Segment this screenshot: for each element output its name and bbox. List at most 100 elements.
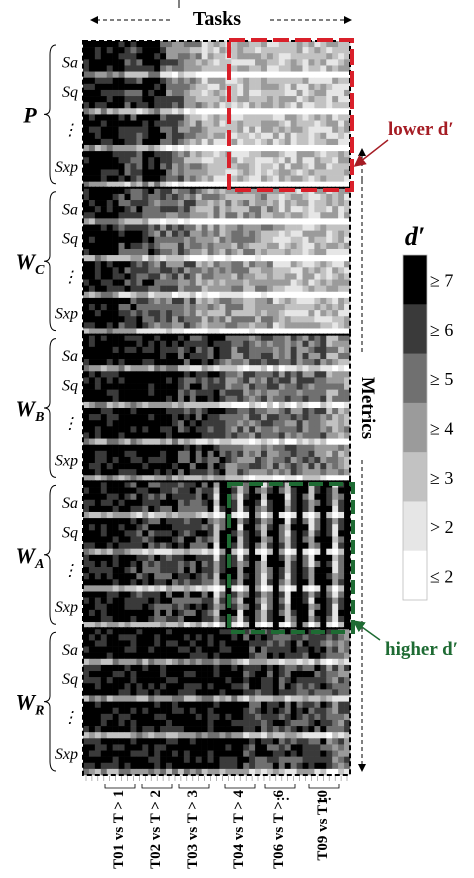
heatmap-cell [237,230,244,238]
heatmap-cell [243,683,250,690]
heatmap-cell [243,65,250,72]
heatmap-cell [266,89,274,97]
heatmap-cell [326,420,333,427]
heatmap-cell [148,175,155,182]
heatmap-cell [172,200,179,207]
heatmap-cell [266,707,274,715]
heatmap-cell [290,389,297,397]
heatmap-cell [231,181,238,189]
heatmap-cell [231,352,238,360]
heatmap-cell [320,53,327,60]
heatmap-cell [344,304,351,311]
heatmap-cell [189,230,197,238]
heatmap-cell [189,560,197,568]
heatmap-cell [177,450,185,458]
heatmap-cell [112,359,119,366]
heatmap-cell [183,615,191,623]
heatmap-cell [118,499,125,507]
heatmap-cell [183,628,191,635]
heatmap-cell [166,652,173,660]
heatmap-cell [213,53,220,60]
heatmap-cell [237,432,244,439]
heatmap-cell [183,634,191,641]
heatmap-cell [106,383,113,390]
heatmap-cell [118,408,125,415]
heatmap-cell [237,144,244,152]
heatmap-cell [231,432,238,439]
heatmap-cell [278,206,286,213]
heatmap-cell [326,487,333,494]
heatmap-cell [231,389,238,397]
heatmap-cell [154,530,161,537]
heatmap-cell [189,395,197,403]
heatmap-cell [195,242,202,250]
heatmap-cell [296,322,303,329]
heatmap-cell [296,548,303,556]
heatmap-cell [284,646,291,653]
heatmap-cell [261,652,268,660]
heatmap-cell [302,560,309,568]
heatmap-cell [207,524,214,531]
heatmap-cell [172,401,179,409]
heatmap-cell [177,395,185,403]
heatmap-cell [272,212,280,219]
heatmap-cell [326,646,333,653]
heatmap-cell [201,108,208,115]
heatmap-cell [183,414,191,421]
heatmap-cell [243,359,250,366]
heatmap-cell [195,536,202,543]
heatmap-cell [94,144,102,152]
heatmap-cell [314,169,321,176]
heatmap-cell [278,346,286,354]
heatmap-cell [124,77,131,85]
heatmap-cell [154,622,161,629]
heatmap-cell [189,359,197,366]
heatmap-cell [213,469,220,476]
heatmap-cell [88,560,96,568]
heatmap-cell [284,151,291,158]
heatmap-cell [160,591,167,598]
heatmap-cell [166,603,173,611]
heatmap-cell [326,573,333,580]
heatmap-cell [261,59,268,66]
heatmap-cell [124,414,131,421]
heatmap-cell [219,334,226,342]
heatmap-cell [189,291,197,299]
heatmap-cell [296,438,303,445]
heatmap-cell [213,291,220,299]
heatmap-cell [326,242,333,250]
heatmap-cell [302,658,309,666]
heatmap-cell [266,193,274,201]
heatmap-cell [207,334,214,342]
heatmap-cell [314,615,321,623]
heatmap-cell [284,414,291,421]
heatmap-cell [142,267,149,274]
heatmap-cell [249,622,256,629]
heatmap-cell [124,707,131,715]
heatmap-cell [201,193,208,201]
heatmap-cell [249,193,256,201]
heatmap-cell [314,579,321,586]
heatmap-cell [106,658,113,666]
heatmap-cell [177,187,185,195]
heatmap-cell [296,658,303,666]
heatmap-cell [142,77,149,85]
heatmap-cell [249,450,256,458]
heatmap-cell [266,438,274,445]
heatmap-cell [302,701,309,709]
heatmap-cell [296,102,303,109]
heatmap-cell [136,481,143,488]
heatmap-cell [177,304,185,311]
heatmap-cell [308,426,315,433]
heatmap-cell [142,273,149,280]
heatmap-cell [213,187,220,195]
heatmap-cell [302,77,309,85]
heatmap-cell [284,371,291,378]
heatmap-cell [290,59,297,66]
heatmap-cell [278,499,286,507]
heatmap-cell [130,524,137,531]
heatmap-cell [296,169,303,176]
heatmap-cell [231,560,238,568]
heatmap-cell [231,291,238,299]
heatmap-cell [326,395,333,403]
